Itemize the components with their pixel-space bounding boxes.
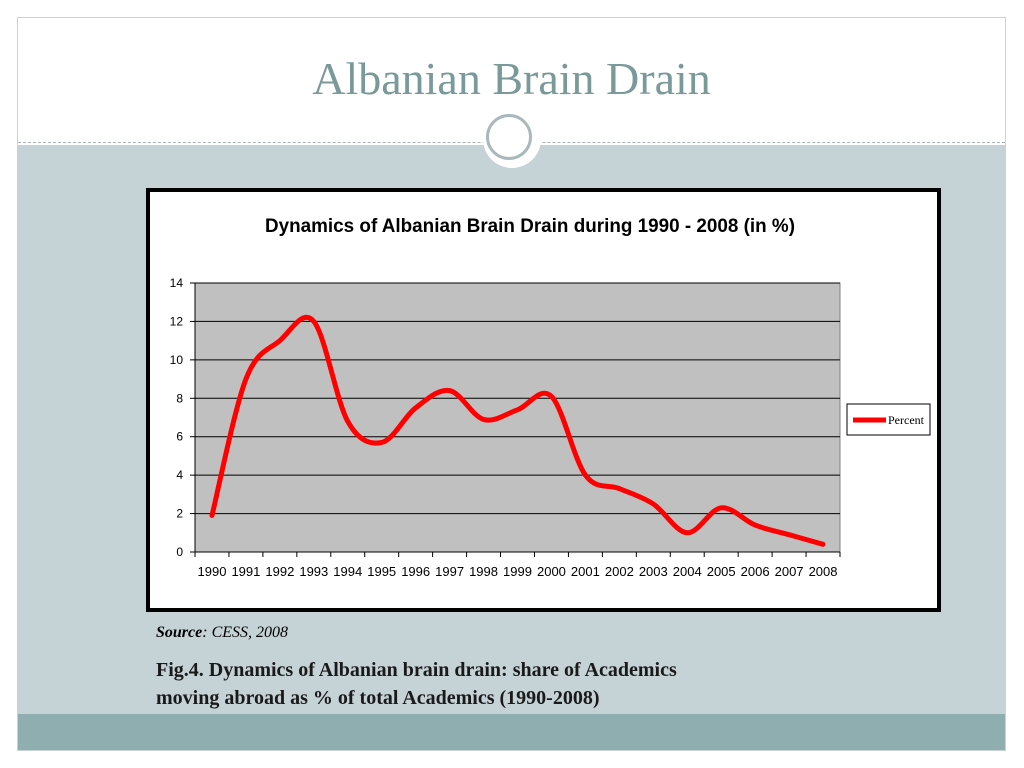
series-line-percent bbox=[209, 314, 826, 547]
source-text: : CESS, 2008 bbox=[202, 624, 289, 641]
slide: Albanian Brain Drain Dynamics of Albania… bbox=[17, 17, 1006, 751]
x-tick-label: 1995 bbox=[367, 564, 396, 579]
y-tick-label: 2 bbox=[176, 507, 183, 521]
x-tick-label: 1997 bbox=[435, 564, 464, 579]
y-tick-label: 14 bbox=[170, 276, 184, 290]
x-tick-label: 1996 bbox=[401, 564, 430, 579]
y-tick-label: 10 bbox=[170, 353, 184, 367]
y-tick-label: 6 bbox=[176, 430, 183, 444]
y-tick-label: 12 bbox=[170, 314, 184, 328]
slide-title: Albanian Brain Drain bbox=[312, 53, 711, 104]
source-note: Source: CESS, 2008 bbox=[156, 624, 288, 642]
y-tick-label: 4 bbox=[176, 468, 183, 482]
chart-frame: Dynamics of Albanian Brain Drain during … bbox=[146, 188, 941, 612]
line-chart: Dynamics of Albanian Brain Drain during … bbox=[170, 216, 931, 579]
x-tick-label: 2005 bbox=[707, 564, 736, 579]
x-tick-label: 2008 bbox=[809, 564, 838, 579]
legend-label: Percent bbox=[888, 413, 925, 427]
figure-caption: Fig.4. Dynamics of Albanian brain drain:… bbox=[156, 656, 916, 712]
y-tick-label: 0 bbox=[176, 545, 183, 559]
x-tick-label: 2007 bbox=[775, 564, 804, 579]
chart-title: Dynamics of Albanian Brain Drain during … bbox=[265, 216, 795, 237]
x-tick-label: 1998 bbox=[469, 564, 498, 579]
circle-ornament-ring bbox=[486, 114, 532, 160]
x-tick-label: 2000 bbox=[537, 564, 566, 579]
x-tick-label: 2003 bbox=[639, 564, 668, 579]
x-tick-label: 2002 bbox=[605, 564, 634, 579]
x-tick-label: 1991 bbox=[231, 564, 260, 579]
plot-area bbox=[194, 282, 841, 553]
x-tick-label: 1992 bbox=[265, 564, 294, 579]
footer-band bbox=[18, 714, 1005, 750]
x-tick-label: 1999 bbox=[503, 564, 532, 579]
caption-line-1: Fig.4. Dynamics of Albanian brain drain:… bbox=[156, 659, 677, 681]
y-tick-label: 8 bbox=[176, 391, 183, 405]
x-tick-label: 1993 bbox=[299, 564, 328, 579]
x-tick-label: 1994 bbox=[333, 564, 362, 579]
source-label: Source bbox=[156, 624, 203, 641]
caption-line-2: moving abroad as % of total Academics (1… bbox=[156, 687, 600, 709]
x-tick-label: 1990 bbox=[198, 564, 227, 579]
x-tick-label: 2001 bbox=[571, 564, 600, 579]
x-tick-label: 2004 bbox=[673, 564, 702, 579]
x-tick-label: 2006 bbox=[741, 564, 770, 579]
